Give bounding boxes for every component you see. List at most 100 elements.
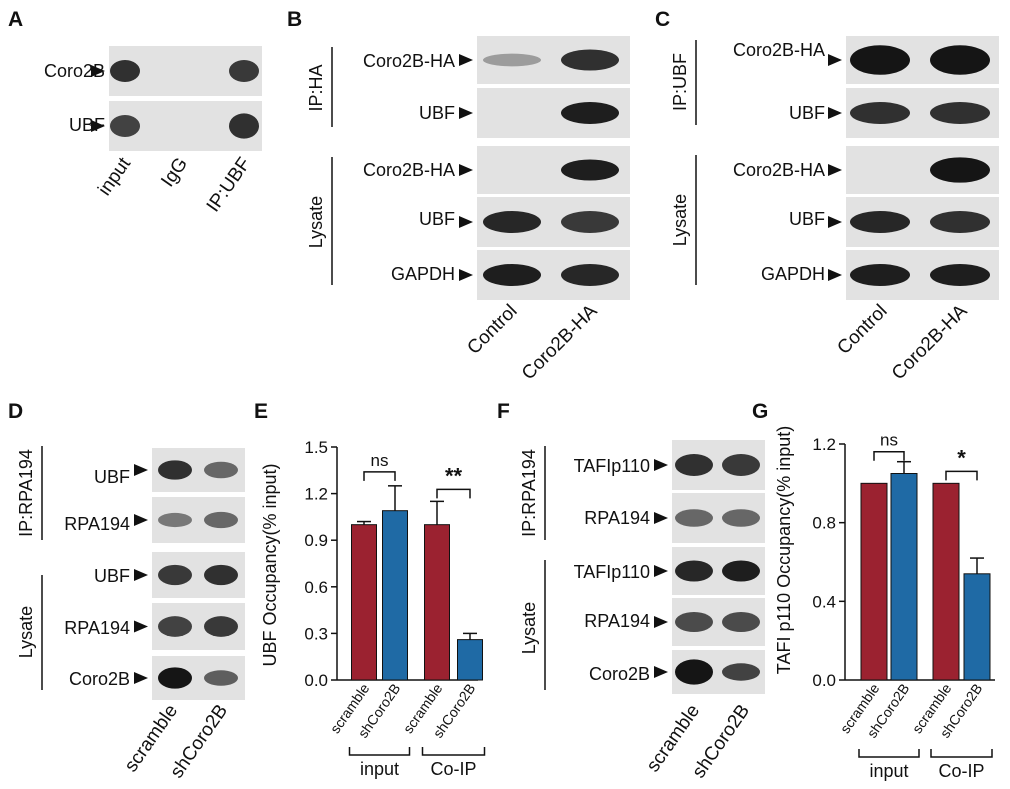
lane-label-input: input [94,153,135,199]
bar [382,510,408,681]
row-label: Coro2B-HA [363,160,455,180]
band [930,102,990,124]
arrowhead-icon [459,107,473,119]
lane-label-ip-ubf: IP:UBF [203,154,255,216]
y-tick-label: 1.2 [812,435,836,454]
panel-f-blots [654,440,765,694]
band [561,211,619,233]
bar [351,524,377,681]
band [158,564,192,586]
band [483,53,541,67]
significance-bracket [873,450,905,461]
band [561,264,619,286]
bar [860,482,888,681]
y-tick-label: 0.0 [304,671,328,690]
row-label-coro2b: Coro2B [44,61,105,81]
y-tick-label: 0.0 [812,671,836,690]
band [204,511,238,529]
group-bracket [858,749,920,758]
y-axis-label: TAFI p110 Occupancy(% input) [774,426,794,674]
panel-label-f: F [497,400,510,423]
group-label: input [869,761,908,781]
arrowhead-icon [654,666,668,678]
group-label-lysate: Lysate [519,602,539,654]
band [722,560,760,582]
band [158,667,192,689]
arrowhead-icon [654,459,668,471]
band [204,564,238,586]
panel-label-a: A [8,8,23,31]
group-label: Co-IP [430,759,476,779]
band [930,211,990,233]
band [722,509,760,527]
panel-label-b: B [287,8,302,31]
panel-a: A Coro2B UBF input IgG IP:UBF [8,8,262,216]
row-label: GAPDH [391,264,455,284]
arrowhead-icon [654,512,668,524]
band [675,659,713,685]
row-label: UBF [419,103,455,123]
group-label-lysate: Lysate [306,196,326,248]
arrowhead-icon [91,65,105,77]
significance-bracket [436,488,471,499]
row-label-ubf: UBF [69,115,105,135]
band [722,663,760,681]
chart-g: 0.00.40.81.2scrambleshCoro2BscrambleshCo… [812,431,995,781]
y-tick-label: 0.8 [812,514,836,533]
row-label: RPA194 [584,508,650,528]
significance-label: ns [371,451,389,470]
y-tick-label: 0.3 [304,624,328,643]
arrowhead-icon [134,464,148,476]
arrowhead-icon [91,120,105,132]
arrowhead-icon [654,565,668,577]
y-tick-label: 0.4 [812,592,836,611]
arrowhead-icon [134,514,148,526]
arrowhead-icon [459,269,473,281]
band [204,461,238,479]
band [229,113,259,139]
band [930,157,990,183]
arrowhead-icon [828,107,842,119]
row-label: UBF [94,566,130,586]
panel-g: G TAFI p110 Occupancy(% input) 0.0 0.4 0.8… [752,400,995,781]
band [930,264,990,286]
band [561,49,619,71]
band [675,454,713,476]
row-label: UBF [789,103,825,123]
row-label: UBF [94,467,130,487]
row-label: Coro2B [69,669,130,689]
panel-a-blots [91,46,262,151]
y-tick-label: 0.6 [304,578,328,597]
panel-e: E UBF Occupancy(% input) 0.0 0.3 0.6 0.9 1.2… [254,400,486,779]
group-bracket [930,749,993,758]
row-label: GAPDH [761,264,825,284]
panel-f: F IP:RPA194 Lysate TAFIp110 RPA194 TAFIp… [497,400,765,782]
band [850,45,910,75]
band [850,102,910,124]
band [675,509,713,527]
band [561,102,619,124]
row-label: RPA194 [584,611,650,631]
arrowhead-icon [134,672,148,684]
band [722,454,760,476]
band [850,211,910,233]
panel-c-blots [828,36,999,300]
group-label-ip-ubf: IP:UBF [670,53,690,111]
band [930,45,990,75]
group-label-ip-rpa194: IP:RPA194 [16,449,36,537]
lane-label-igg: IgG [157,154,192,191]
significance-label: ns [880,431,898,450]
arrowhead-icon [828,164,842,176]
bar [890,473,918,681]
arrowhead-icon [654,616,668,628]
panel-label-d: D [8,400,23,423]
arrowhead-icon [134,620,148,633]
group-label: input [360,759,399,779]
arrowhead-icon [828,54,842,66]
panel-b-blots [459,36,630,300]
lane-label-control: Control [463,301,521,359]
y-axis-label: UBF Occupancy(% input) [260,463,280,666]
row-label: Coro2B-HA [733,40,825,60]
arrowhead-icon [459,164,473,176]
